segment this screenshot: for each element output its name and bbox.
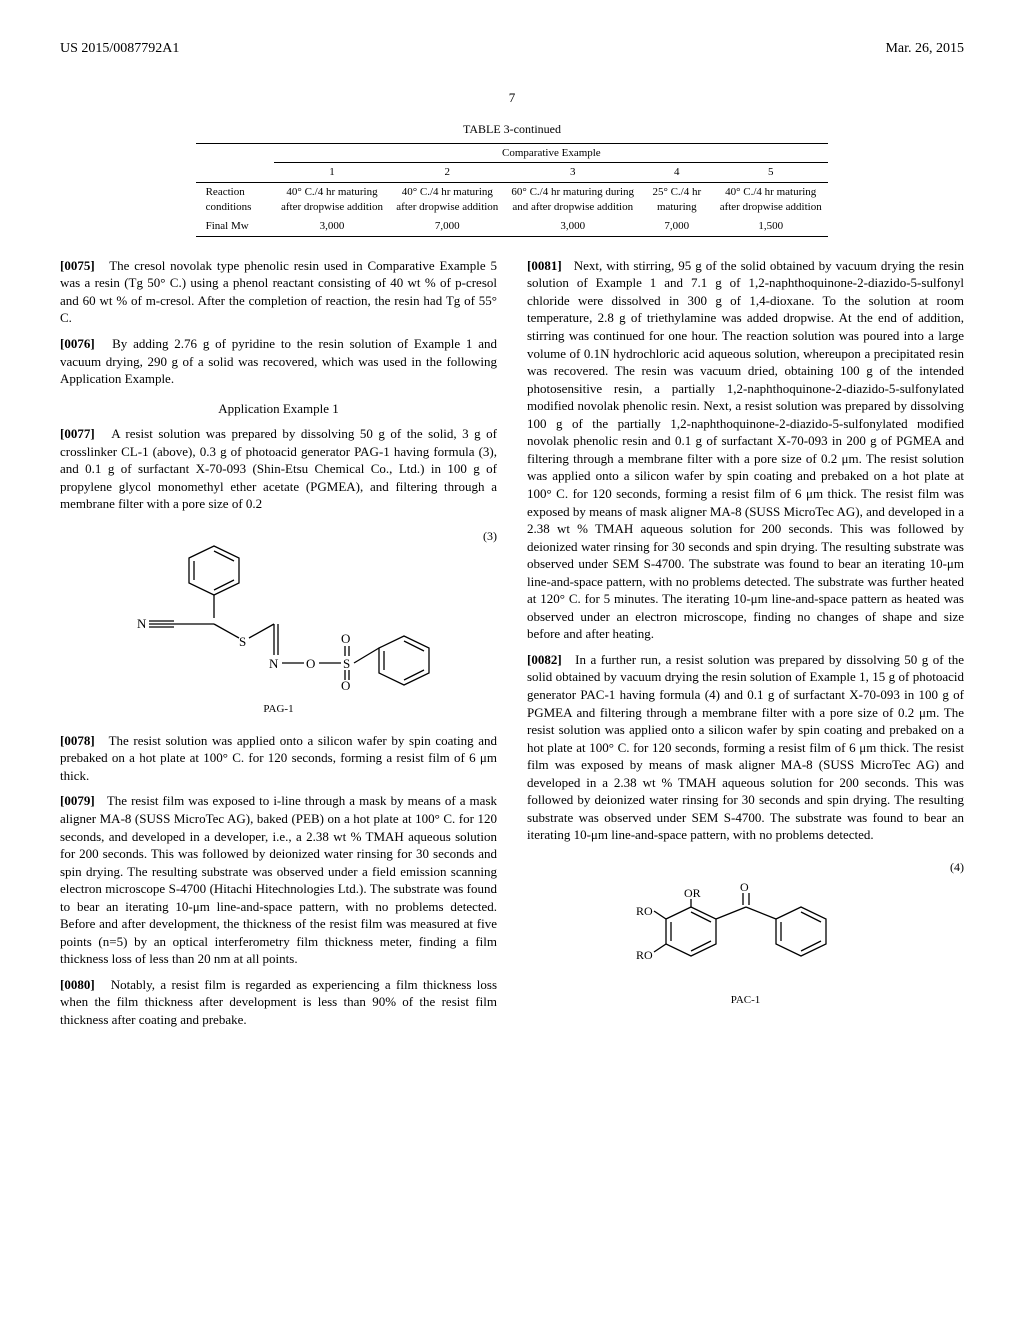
paragraph-0078: [0078] The resist solution was applied o… bbox=[60, 732, 497, 785]
para-num: [0080] bbox=[60, 977, 95, 992]
svg-text:RO: RO bbox=[636, 948, 653, 962]
svg-text:S: S bbox=[239, 634, 246, 649]
table-cell: 7,000 bbox=[641, 217, 714, 236]
para-text: Notably, a resist film is regarded as ex… bbox=[60, 977, 497, 1027]
left-column: [0075] The cresol novolak type phenolic … bbox=[60, 257, 497, 1037]
svg-text:O: O bbox=[341, 678, 350, 693]
comparative-example-table: Comparative Example 1 2 3 4 5 Reaction c… bbox=[196, 143, 829, 237]
table-cell: 3,000 bbox=[505, 217, 641, 236]
formula-3: (3) N S bbox=[60, 528, 497, 717]
paragraph-0082: [0082] In a further run, a resist soluti… bbox=[527, 651, 964, 844]
table-3-continued: TABLE 3-continued Comparative Example 1 … bbox=[196, 121, 829, 236]
patent-number: US 2015/0087792A1 bbox=[60, 40, 179, 59]
paragraph-0081: [0081] Next, with stirring, 95 g of the … bbox=[527, 257, 964, 643]
application-example-title: Application Example 1 bbox=[60, 400, 497, 418]
para-num: [0075] bbox=[60, 258, 95, 273]
table-cell: 3,000 bbox=[274, 217, 389, 236]
table-cell: 40° C./4 hr maturing after dropwise addi… bbox=[274, 183, 389, 217]
formula-4: (4) RO RO OR bbox=[527, 859, 964, 1008]
para-num: [0076] bbox=[60, 336, 95, 351]
para-text: The resist solution was applied onto a s… bbox=[60, 733, 497, 783]
svg-text:N: N bbox=[269, 656, 279, 671]
paragraph-0076: [0076] By adding 2.76 g of pyridine to t… bbox=[60, 335, 497, 388]
table-cell: 60° C./4 hr maturing during and after dr… bbox=[505, 183, 641, 217]
col-header: 2 bbox=[390, 163, 505, 183]
paragraph-0075: [0075] The cresol novolak type phenolic … bbox=[60, 257, 497, 327]
page-number: 7 bbox=[60, 89, 964, 107]
col-header: 3 bbox=[505, 163, 641, 183]
paragraph-0079: [0079] The resist film was exposed to i-… bbox=[60, 792, 497, 967]
svg-text:OR: OR bbox=[684, 886, 701, 900]
para-num: [0078] bbox=[60, 733, 95, 748]
formula-number: (3) bbox=[483, 528, 497, 544]
para-text: In a further run, a resist solution was … bbox=[527, 652, 964, 842]
row-label: Final Mw bbox=[196, 217, 275, 236]
col-header: 4 bbox=[641, 163, 714, 183]
svg-text:O: O bbox=[740, 880, 749, 894]
table-title: TABLE 3-continued bbox=[196, 121, 829, 137]
compound-label: PAC-1 bbox=[527, 993, 964, 1008]
svg-text:O: O bbox=[341, 631, 350, 646]
two-column-body: [0075] The cresol novolak type phenolic … bbox=[60, 257, 964, 1037]
para-num: [0081] bbox=[527, 258, 562, 273]
page-header: US 2015/0087792A1 Mar. 26, 2015 bbox=[60, 40, 964, 59]
svg-text:RO: RO bbox=[636, 904, 653, 918]
para-num: [0082] bbox=[527, 652, 562, 667]
table-cell: 40° C./4 hr maturing after dropwise addi… bbox=[390, 183, 505, 217]
paragraph-0077: [0077] A resist solution was prepared by… bbox=[60, 425, 497, 513]
formula-number: (4) bbox=[950, 859, 964, 875]
para-num: [0077] bbox=[60, 426, 95, 441]
svg-text:S: S bbox=[343, 656, 350, 671]
table-cell: 7,000 bbox=[390, 217, 505, 236]
para-num: [0079] bbox=[60, 793, 95, 808]
table-cell: 1,500 bbox=[713, 217, 828, 236]
pag1-structure-icon: N S N O S bbox=[119, 528, 439, 698]
para-text: By adding 2.76 g of pyridine to the resi… bbox=[60, 336, 497, 386]
col-header: 1 bbox=[274, 163, 389, 183]
right-column: [0081] Next, with stirring, 95 g of the … bbox=[527, 257, 964, 1037]
svg-text:O: O bbox=[306, 656, 315, 671]
table-cell: 25° C./4 hr maturing bbox=[641, 183, 714, 217]
svg-text:N: N bbox=[137, 616, 147, 631]
table-cell: 40° C./4 hr maturing after dropwise addi… bbox=[713, 183, 828, 217]
compound-label: PAG-1 bbox=[60, 702, 497, 717]
paragraph-0080: [0080] Notably, a resist film is regarde… bbox=[60, 976, 497, 1029]
para-text: The resist film was exposed to i-line th… bbox=[60, 793, 497, 966]
para-text: The cresol novolak type phenolic resin u… bbox=[60, 258, 497, 326]
para-text: Next, with stirring, 95 g of the solid o… bbox=[527, 258, 964, 641]
publication-date: Mar. 26, 2015 bbox=[885, 40, 964, 59]
row-label: Reaction conditions bbox=[196, 183, 275, 217]
super-header: Comparative Example bbox=[274, 143, 828, 163]
pac1-structure-icon: RO RO OR O bbox=[606, 859, 886, 989]
para-text: A resist solution was prepared by dissol… bbox=[60, 426, 497, 511]
col-header: 5 bbox=[713, 163, 828, 183]
